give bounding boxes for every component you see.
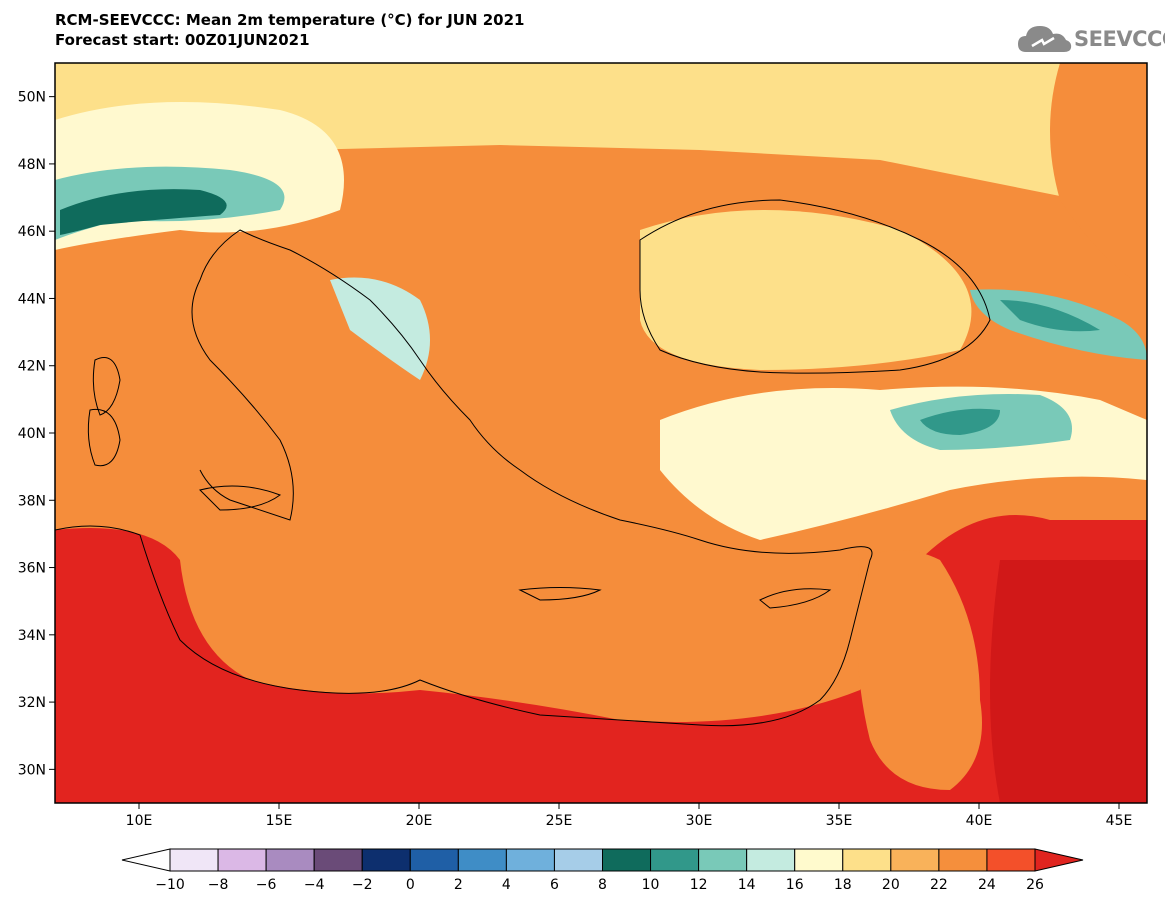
colorbar-arrow-low bbox=[121, 848, 171, 872]
colorbar-label: 20 bbox=[882, 877, 900, 893]
seevccc-logo: SEEVCCC bbox=[1016, 22, 1165, 56]
colorbar-swatch bbox=[409, 848, 459, 872]
north-pale-band bbox=[55, 63, 1147, 210]
y-tick-label: 44N bbox=[18, 291, 46, 307]
logo-text: SEEVCCC bbox=[1074, 27, 1165, 51]
east-warm bbox=[1050, 63, 1147, 290]
colorbar-swatch bbox=[361, 848, 411, 872]
colorbar-swatch bbox=[938, 848, 988, 872]
colorbar-swatch bbox=[505, 848, 555, 872]
levant-warm bbox=[856, 550, 982, 790]
map-title: RCM-SEEVCCC: Mean 2m temperature (°C) fo… bbox=[55, 10, 525, 50]
temperature-field bbox=[55, 63, 1147, 803]
colorbar-swatch bbox=[890, 848, 940, 872]
colorbar-swatch bbox=[265, 848, 315, 872]
x-tick-label: 10E bbox=[126, 813, 153, 829]
colorbar-swatch bbox=[650, 848, 700, 872]
y-tick-label: 38N bbox=[18, 493, 46, 509]
caucasus-deep bbox=[1000, 300, 1100, 332]
colorbar-label: 26 bbox=[1026, 877, 1044, 893]
colorbar-swatch bbox=[217, 848, 267, 872]
colorbar-label: 22 bbox=[930, 877, 948, 893]
black-sea-coast bbox=[639, 199, 991, 374]
x-tick-label: 20E bbox=[406, 813, 433, 829]
colorbar-label: 10 bbox=[642, 877, 660, 893]
arabia-deep-red bbox=[990, 560, 1147, 803]
colorbar-label: 8 bbox=[598, 877, 607, 893]
colorbar-swatch bbox=[986, 848, 1036, 872]
x-tick-label: 35E bbox=[826, 813, 853, 829]
colorbar-label: 2 bbox=[454, 877, 463, 893]
x-tick-label: 25E bbox=[546, 813, 573, 829]
anatolia-deep bbox=[920, 408, 1000, 435]
corsica-coast bbox=[92, 357, 121, 416]
x-tick-label: 30E bbox=[686, 813, 713, 829]
mediterranean-coast bbox=[55, 229, 873, 727]
y-tick-label: 36N bbox=[18, 561, 46, 577]
y-axis-ticks: 50N 48N 46N 44N 42N 40N 38N 36N 34N 32N 30N bbox=[18, 90, 55, 778]
coastlines bbox=[55, 199, 991, 727]
colorbar-swatch bbox=[698, 848, 748, 872]
dinaric-ice bbox=[330, 277, 430, 380]
colorbar-label: 24 bbox=[978, 877, 996, 893]
title-line-1: RCM-SEEVCCC: Mean 2m temperature (°C) fo… bbox=[55, 11, 525, 29]
colorbar-label: 18 bbox=[834, 877, 852, 893]
x-axis-ticks: 10E 15E 20E 25E 30E 35E 40E 45E bbox=[126, 803, 1133, 829]
y-tick-label: 40N bbox=[18, 426, 46, 442]
y-tick-label: 30N bbox=[18, 762, 46, 778]
colorbar-swatch bbox=[842, 848, 892, 872]
colorbar: −10 −8 −6 −4 −2 0 2 4 6 8 10 12 14 16 18 20 22 24 26 bbox=[121, 848, 1084, 893]
colorbar-label: 12 bbox=[690, 877, 708, 893]
colorbar-label: −10 bbox=[155, 877, 185, 893]
sicily-coast bbox=[199, 485, 282, 511]
y-tick-label: 34N bbox=[18, 628, 46, 644]
black-sea-field bbox=[640, 210, 972, 370]
sardinia-coast bbox=[87, 408, 121, 467]
y-tick-label: 50N bbox=[18, 90, 46, 106]
colorbar-swatch bbox=[313, 848, 363, 872]
x-tick-label: 45E bbox=[1106, 813, 1133, 829]
title-line-2: Forecast start: 00Z01JUN2021 bbox=[55, 31, 310, 49]
colorbar-label: 6 bbox=[550, 877, 559, 893]
y-tick-label: 32N bbox=[18, 695, 46, 711]
alps-dark bbox=[60, 189, 227, 235]
colorbar-swatch bbox=[746, 848, 796, 872]
colorbar-label: −4 bbox=[304, 877, 325, 893]
colorbar-swatch bbox=[457, 848, 507, 872]
colorbar-label: 0 bbox=[406, 877, 415, 893]
x-tick-label: 40E bbox=[966, 813, 993, 829]
colorbar-swatch bbox=[602, 848, 652, 872]
colorbar-label: −6 bbox=[256, 877, 277, 893]
cyprus-coast bbox=[759, 588, 832, 609]
y-tick-label: 48N bbox=[18, 157, 46, 173]
colorbar-label: 14 bbox=[738, 877, 756, 893]
colorbar-label: −8 bbox=[208, 877, 229, 893]
y-tick-label: 42N bbox=[18, 359, 46, 375]
colorbar-label: 4 bbox=[502, 877, 511, 893]
colorbar-swatch bbox=[794, 848, 844, 872]
colorbar-swatch bbox=[169, 848, 219, 872]
colorbar-swatch bbox=[553, 848, 604, 872]
colorbar-label: −2 bbox=[352, 877, 373, 893]
colorbar-label: 16 bbox=[786, 877, 804, 893]
x-tick-label: 15E bbox=[266, 813, 293, 829]
colorbar-arrow-high bbox=[1034, 848, 1084, 872]
cloud-icon bbox=[1018, 26, 1072, 52]
crete-coast bbox=[518, 587, 602, 601]
y-tick-label: 46N bbox=[18, 224, 46, 240]
